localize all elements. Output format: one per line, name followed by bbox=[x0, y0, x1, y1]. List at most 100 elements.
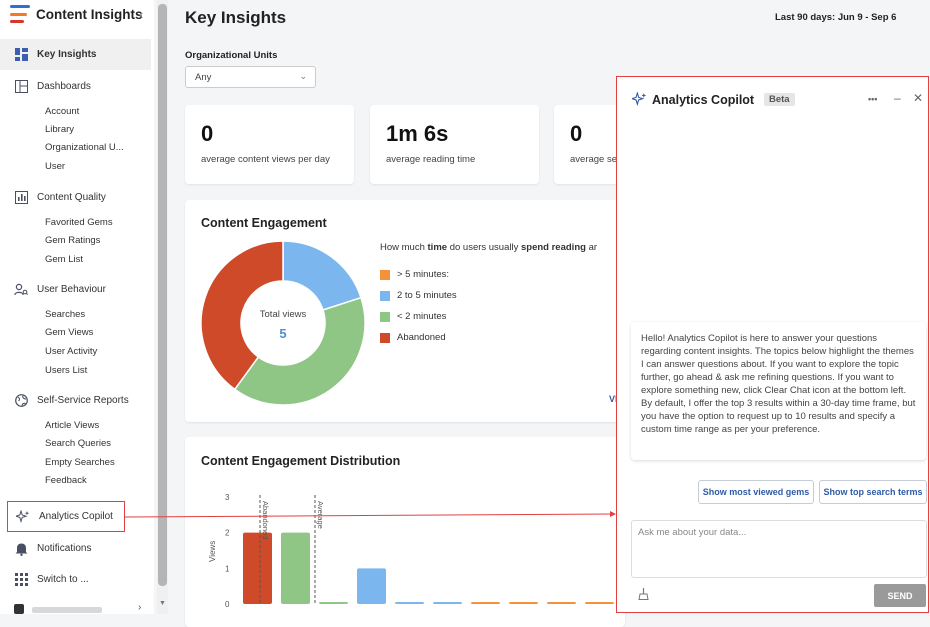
question-text: do users usually bbox=[447, 242, 521, 253]
legend-swatch bbox=[380, 290, 390, 301]
suggestion-most-viewed-gems[interactable]: Show most viewed gems bbox=[698, 480, 814, 504]
donut-slice[interactable] bbox=[200, 240, 284, 391]
question-bold-time: time bbox=[427, 242, 448, 253]
distribution-bar-chart: 3 2 1 0 Views Abandoned Average bbox=[208, 493, 614, 609]
engagement-donut-chart bbox=[200, 240, 366, 406]
distribution-bar[interactable] bbox=[357, 568, 386, 604]
minimize-icon[interactable]: – bbox=[894, 91, 901, 105]
user-search-icon bbox=[14, 283, 28, 297]
ou-label: Organizational Units bbox=[185, 50, 278, 61]
sidebar-item-switch-to[interactable]: Switch to ... bbox=[0, 564, 151, 595]
sidebar-subitem-article-views[interactable]: Article Views bbox=[45, 420, 100, 431]
distribution-bar[interactable] bbox=[585, 602, 614, 604]
engagement-card: Content Engagement Total views 5 How muc… bbox=[185, 200, 625, 422]
sidebar-item-label: Switch to ... bbox=[37, 574, 89, 585]
question-text: ar bbox=[585, 242, 598, 253]
suggestion-top-search-terms[interactable]: Show top search terms bbox=[819, 480, 927, 504]
legend-item: < 2 minutes bbox=[380, 306, 457, 327]
sidebar-subitem-searches[interactable]: Searches bbox=[45, 309, 86, 320]
chevron-right-icon: › bbox=[138, 602, 142, 613]
sidebar-subitem-search-queries[interactable]: Search Queries bbox=[45, 438, 112, 449]
distribution-bar[interactable] bbox=[433, 602, 462, 604]
sidebar-item-notifications[interactable]: Notifications bbox=[0, 533, 151, 564]
sidebar-item-label: Key Insights bbox=[37, 49, 97, 60]
sidebar-subitem-organizational-units[interactable]: Organizational U... bbox=[45, 142, 124, 153]
stat-label: average se bbox=[570, 154, 618, 165]
legend-item: 2 to 5 minutes bbox=[380, 285, 457, 306]
sidebar-subitem-empty-searches[interactable]: Empty Searches bbox=[45, 457, 115, 468]
close-icon[interactable]: ✕ bbox=[913, 91, 924, 105]
distribution-bar[interactable] bbox=[243, 532, 272, 604]
sidebar-item-label: Self-Service Reports bbox=[37, 395, 129, 406]
page-title: Key Insights bbox=[185, 8, 287, 27]
more-options-icon[interactable]: ••• bbox=[868, 94, 878, 104]
copilot-chat-input[interactable]: Ask me about your data... bbox=[631, 520, 927, 578]
chevron-down-icon: ⌄ bbox=[299, 71, 307, 81]
sidebar-subitem-user[interactable]: User bbox=[45, 161, 66, 172]
y-tick-label: 1 bbox=[225, 564, 230, 573]
question-text: How much bbox=[380, 242, 428, 253]
distribution-bar[interactable] bbox=[547, 602, 576, 604]
sidebar-item-self-service-reports[interactable]: Self-Service Reports bbox=[0, 385, 151, 416]
distribution-bar[interactable] bbox=[319, 602, 348, 604]
date-range[interactable]: Last 90 days: Jun 9 - Sep 6 bbox=[775, 12, 897, 23]
sidebar: Content Insights ‹ Key Insights Dashboar… bbox=[0, 0, 154, 614]
legend-item: Abandoned bbox=[380, 327, 457, 348]
sidebar-subitem-gem-list[interactable]: Gem List bbox=[45, 254, 84, 265]
sidebar-item-key-insights[interactable]: Key Insights bbox=[0, 39, 151, 70]
app-title: Content Insights bbox=[36, 6, 143, 22]
main-content: Key Insights Last 90 days: Jun 9 - Sep 6… bbox=[168, 0, 930, 627]
sidebar-subitem-gem-ratings[interactable]: Gem Ratings bbox=[45, 235, 101, 246]
blurred-username bbox=[32, 607, 102, 613]
ou-select[interactable]: Any ⌄ bbox=[185, 66, 316, 88]
distribution-card: Content Engagement Distribution 3 2 1 0 View… bbox=[185, 437, 625, 627]
legend-swatch bbox=[380, 311, 390, 322]
collapse-sidebar-icon[interactable]: ‹ bbox=[139, 7, 144, 22]
stat-value: 0 bbox=[570, 121, 583, 146]
send-button[interactable]: SEND bbox=[874, 584, 926, 607]
dashboard-grid-icon bbox=[14, 48, 28, 62]
sidebar-subitem-favorited-gems[interactable]: Favorited Gems bbox=[45, 217, 113, 228]
stat-value: 1m 6s bbox=[386, 121, 449, 146]
sidebar-subitem-users-list[interactable]: Users List bbox=[45, 365, 88, 376]
y-axis-label: Views bbox=[208, 541, 217, 562]
sidebar-scrollbar-thumb[interactable] bbox=[158, 4, 167, 586]
sidebar-subitem-library[interactable]: Library bbox=[45, 124, 75, 135]
legend-label: Abandoned bbox=[397, 332, 446, 343]
sidebar-subitem-account[interactable]: Account bbox=[45, 106, 80, 117]
user-profile[interactable]: › bbox=[14, 602, 141, 614]
engagement-title: Content Engagement bbox=[201, 216, 327, 230]
engagement-question: How much time do users usually spend rea… bbox=[380, 242, 597, 253]
sidebar-item-analytics-copilot[interactable]: Analytics Copilot bbox=[7, 501, 125, 532]
scroll-down-arrow-icon[interactable]: ▼ bbox=[159, 600, 166, 607]
distribution-bar[interactable] bbox=[395, 602, 424, 604]
distribution-title: Content Engagement Distribution bbox=[201, 454, 401, 468]
legend-swatch bbox=[380, 269, 390, 280]
sidebar-subitem-gem-views[interactable]: Gem Views bbox=[45, 327, 94, 338]
marker-label: Average bbox=[316, 501, 325, 529]
analytics-copilot-panel: Analytics Copilot Beta ••• – ✕ Hello! An… bbox=[616, 76, 929, 613]
donut-slice[interactable] bbox=[282, 240, 362, 311]
sidebar-subitem-user-activity[interactable]: User Activity bbox=[45, 346, 98, 357]
distribution-bar[interactable] bbox=[509, 602, 538, 604]
y-tick-label: 2 bbox=[225, 529, 230, 538]
sidebar-subitem-feedback[interactable]: Feedback bbox=[45, 475, 87, 486]
y-tick-label: 3 bbox=[225, 493, 230, 502]
bell-icon bbox=[14, 542, 28, 556]
copilot-welcome-message: Hello! Analytics Copilot is here to answ… bbox=[631, 322, 926, 460]
beta-badge: Beta bbox=[764, 93, 795, 106]
sidebar-item-user-behaviour[interactable]: User Behaviour bbox=[0, 274, 151, 305]
legend-label: < 2 minutes bbox=[397, 311, 447, 322]
distribution-bar[interactable] bbox=[281, 532, 310, 604]
question-bold-reading: spend reading bbox=[521, 242, 586, 253]
app-grid-icon bbox=[14, 573, 28, 587]
stat-card: 1m 6s average reading time bbox=[370, 105, 539, 184]
ou-select-value: Any bbox=[195, 72, 212, 83]
copilot-title: Analytics Copilot bbox=[652, 93, 755, 107]
clear-chat-broom-icon[interactable] bbox=[638, 588, 649, 603]
sidebar-item-content-quality[interactable]: Content Quality bbox=[0, 182, 151, 213]
distribution-bar[interactable] bbox=[471, 602, 500, 604]
donut-slice[interactable] bbox=[233, 296, 366, 406]
stat-value: 0 bbox=[201, 121, 214, 146]
sidebar-item-dashboards[interactable]: Dashboards bbox=[0, 71, 151, 102]
